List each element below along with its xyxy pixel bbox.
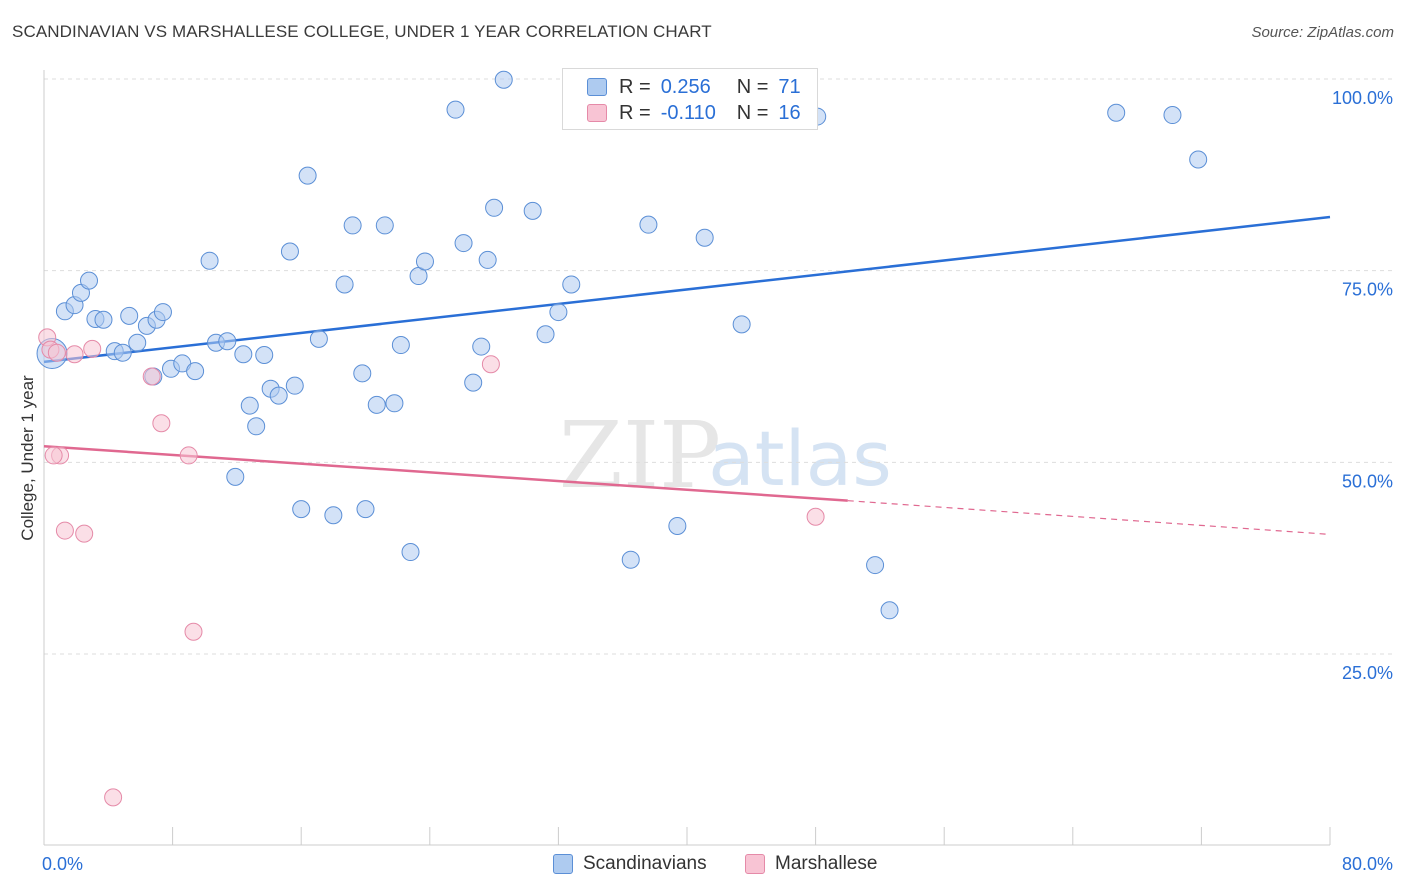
y-tick-label: 25.0%	[1342, 663, 1393, 683]
legend-n-value: 16	[778, 101, 801, 124]
legend-r-label: R =	[619, 75, 651, 98]
scandinavian-point	[1163, 106, 1182, 125]
scandinavian-point	[353, 364, 372, 383]
legend-n-label: N =	[736, 101, 769, 124]
legend-r-label: R =	[619, 101, 651, 124]
marshallese-point	[152, 414, 171, 433]
legend-item-scandinavians: Scandinavians	[553, 852, 707, 876]
scandinavian-point	[269, 386, 288, 405]
legend-label: Scandinavians	[583, 853, 707, 874]
scandinavian-point	[494, 70, 513, 89]
scandinavian-point	[478, 250, 497, 269]
scandinavian-point	[335, 275, 354, 294]
marshallese-point	[806, 507, 825, 526]
marshallese-trendline-extension	[847, 500, 1331, 535]
correlation-legend: R = 0.256 N = 71 R = -0.110 N = 16	[562, 68, 818, 130]
scandinavian-point	[401, 543, 420, 562]
marshallese-point	[83, 339, 102, 358]
marshallese-point	[75, 524, 94, 543]
scandinavian-point	[866, 556, 885, 575]
marshallese-point	[184, 622, 203, 641]
marshallese-point	[55, 521, 74, 540]
scandinavian-point	[94, 310, 113, 329]
scandinavian-point	[562, 275, 581, 294]
scandinavian-point	[485, 198, 504, 217]
marshallese-trendline	[43, 444, 848, 502]
legend-r-value: -0.110	[660, 101, 716, 124]
scandinavian-point	[415, 252, 434, 271]
scandinavian-point	[375, 216, 394, 235]
pink-swatch	[587, 104, 607, 122]
scandinavian-point	[446, 100, 465, 119]
chart-title: SCANDINAVIAN VS MARSHALLESE COLLEGE, UND…	[12, 22, 712, 41]
scandinavian-point	[247, 417, 266, 436]
scandinavian-point	[324, 506, 343, 525]
legend-n-label: N =	[736, 75, 769, 98]
marshallese-point	[179, 446, 198, 465]
scandinavian-point	[343, 216, 362, 235]
source-label: Source: ZipAtlas.com	[1251, 24, 1394, 41]
scandinavian-point	[472, 337, 491, 356]
scandinavian-point	[668, 516, 687, 535]
scandinavian-point	[309, 329, 328, 348]
scandinavian-point	[292, 500, 311, 519]
scandinavian-point	[523, 201, 542, 220]
scandinavian-point	[285, 376, 304, 395]
scandinavian-point	[200, 251, 219, 270]
scandinavian-point	[80, 271, 99, 290]
scandinavian-point	[218, 332, 237, 351]
watermark-atlas: atlas	[708, 414, 892, 503]
scandinavian-point	[367, 395, 386, 414]
scandinavian-point	[186, 362, 205, 381]
scandinavian-point	[464, 373, 483, 392]
y-tick-label: 100.0%	[1332, 88, 1393, 108]
legend-row-marshallese: R = -0.110 N = 16	[587, 101, 801, 125]
scandinavian-point	[128, 333, 147, 352]
scandinavian-point	[240, 396, 259, 415]
scandinavian-point	[536, 325, 555, 344]
scandinavian-point	[621, 550, 640, 569]
legend-item-marshallese: Marshallese	[745, 852, 877, 876]
scandinavian-point	[153, 303, 172, 322]
marshallese-point	[44, 446, 63, 465]
scandinavian-point	[113, 343, 132, 362]
pink-swatch	[745, 854, 765, 874]
legend-label: Marshallese	[775, 853, 878, 874]
marshallese-point	[481, 355, 500, 374]
x-tick-label: 0.0%	[42, 854, 83, 874]
marshallese-point	[142, 367, 161, 386]
scandinavian-point	[255, 346, 274, 364]
y-tick-label: 50.0%	[1342, 471, 1393, 491]
scandinavian-point	[695, 228, 714, 247]
scandinavian-point	[385, 394, 404, 413]
scandinavian-trendline	[43, 215, 1331, 364]
scandinavian-point	[356, 500, 375, 519]
blue-swatch	[553, 854, 573, 874]
scandinavian-point	[298, 166, 317, 185]
scandinavian-point	[280, 242, 299, 261]
scandinavian-point	[732, 315, 751, 334]
scandinavian-point	[880, 601, 899, 620]
legend-row-scandinavians: R = 0.256 N = 71	[587, 75, 801, 99]
marshallese-point	[104, 788, 123, 807]
scandinavian-point	[120, 306, 139, 325]
scandinavian-point	[1107, 103, 1126, 122]
scandinavian-point	[549, 303, 568, 322]
scandinavian-point	[226, 467, 245, 486]
scandinavian-point	[1189, 150, 1208, 169]
watermark-zip: ZIP	[559, 402, 721, 509]
marshallese-point	[65, 345, 84, 364]
legend-n-value: 71	[778, 75, 801, 98]
blue-swatch	[587, 78, 607, 96]
scandinavian-point	[391, 336, 410, 355]
scandinavian-point	[639, 215, 658, 234]
scandinavian-point	[234, 345, 253, 364]
x-tick-label: 80.0%	[1342, 854, 1393, 874]
marshallese-point	[47, 343, 66, 362]
y-tick-label: 75.0%	[1342, 280, 1393, 300]
scandinavian-point	[454, 234, 473, 253]
legend-r-value: 0.256	[660, 75, 711, 98]
